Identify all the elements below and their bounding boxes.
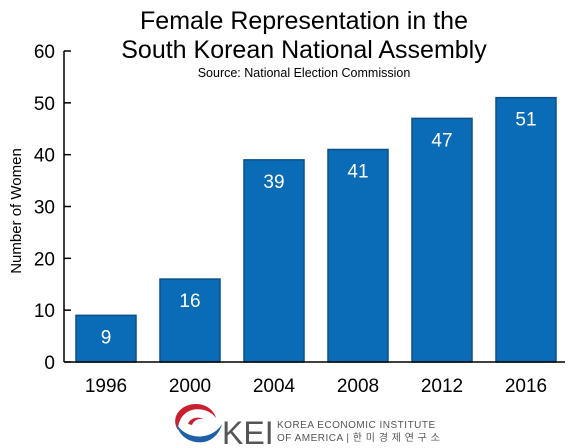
- kei-name-line-2: OF AMERICA | 한 미 경 제 연 구 소: [277, 431, 440, 444]
- kei-wordmark: KEI: [222, 415, 274, 448]
- bar-2012: [411, 117, 473, 363]
- x-tick-label-2000: 2000: [169, 376, 211, 397]
- data-label-2004: 39: [263, 172, 284, 193]
- x-tick-label-2012: 2012: [421, 376, 463, 397]
- bar-2016: [495, 96, 557, 363]
- data-label-2008: 41: [347, 161, 368, 182]
- data-label-2016: 51: [515, 110, 536, 131]
- x-tick-label-2004: 2004: [253, 376, 296, 397]
- kei-logo: KEI KOREA ECONOMIC INSTITUTE OF AMERICA …: [175, 404, 440, 448]
- y-tick-label: 40: [34, 146, 55, 167]
- x-tick-label-1996: 1996: [85, 376, 127, 397]
- y-tick-label: 50: [34, 94, 55, 115]
- data-label-1996: 9: [101, 327, 112, 348]
- chart-subtitle: Source: National Election Commission: [198, 66, 411, 80]
- data-label-2012: 47: [431, 130, 452, 151]
- y-axis-label: Number of Women: [8, 148, 25, 274]
- y-tick-label: 20: [34, 249, 55, 270]
- chart-title-line-2: South Korean National Assembly: [121, 36, 487, 64]
- kei-logo-swirl-icon: [175, 404, 222, 443]
- y-tick-label: 30: [34, 198, 55, 219]
- data-label-2000: 16: [179, 291, 200, 312]
- kei-name-line-1: KOREA ECONOMIC INSTITUTE: [277, 420, 436, 431]
- y-axis-ticks: 0 10 20 30 40 50 60: [34, 42, 71, 374]
- bar-2000: [159, 278, 221, 363]
- x-axis-ticks: 1996 2000 2004 2008 2012 2016: [85, 376, 547, 397]
- x-tick-label-2008: 2008: [337, 376, 379, 397]
- bar-2004: [243, 159, 305, 363]
- chart-title-line-1: Female Representation in the: [140, 7, 468, 35]
- y-tick-label: 10: [34, 301, 55, 322]
- bars: [75, 96, 557, 363]
- y-tick-label: 0: [44, 353, 55, 374]
- y-tick-label: 60: [34, 42, 55, 63]
- data-labels: 9 16 39 41 47 51: [101, 110, 537, 349]
- x-tick-label-2016: 2016: [505, 376, 547, 397]
- bar-2008: [327, 148, 389, 363]
